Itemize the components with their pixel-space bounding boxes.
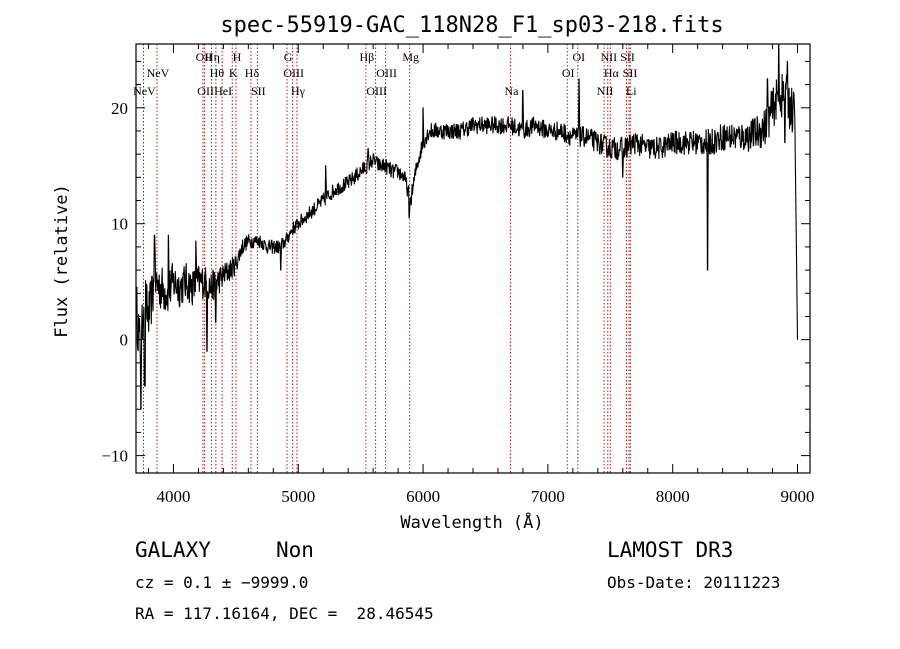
axis-ticks: 4000 5000 6000 7000 8000 9000 −10 0 10 20 (101, 44, 815, 506)
sky-coordinates: RA = 117.16164, DEC = 28.46545 (135, 604, 434, 623)
line-marker-label: OI (573, 50, 586, 64)
x-tick-label: 7000 (531, 487, 565, 506)
line-marker-label: NeV (147, 66, 170, 80)
line-marker-label: SII (251, 84, 266, 98)
x-axis-label: Wavelength (Å) (400, 511, 543, 533)
line-marker-label: OII (197, 84, 214, 98)
plot-area (135, 43, 799, 410)
line-marker-label: OII (196, 50, 213, 64)
observation-date: Obs-Date: 20111223 (607, 573, 781, 592)
line-marker-label: SII (620, 50, 635, 64)
line-marker-label: G (284, 50, 293, 64)
line-marker-label: K (229, 66, 238, 80)
line-marker-label: Hθ (210, 66, 225, 80)
line-marker-label: H (233, 50, 242, 64)
emission-line-labels: NeVNeVOIIOIIHηHθHeIKHHδSIIGOIIIHγHβOIIIO… (133, 50, 637, 98)
y-tick-label: 20 (111, 99, 128, 118)
line-marker-label: NeV (133, 84, 156, 98)
object-subclass: Non (276, 538, 314, 562)
y-tick-label: 0 (120, 331, 129, 350)
flux-series-line (135, 43, 799, 410)
y-tick-label: −10 (101, 447, 128, 466)
line-marker-label: NII (600, 50, 617, 64)
spectrum-chart: spec-55919-GAC_118N28_F1_sp03-218.fits N… (52, 13, 815, 533)
line-marker-label: OI (562, 66, 575, 80)
line-marker-label: SII (623, 66, 638, 80)
line-marker-label: HeI (214, 84, 232, 98)
x-tick-label: 6000 (406, 487, 440, 506)
x-tick-label: 4000 (156, 487, 190, 506)
line-marker-label: Li (626, 84, 637, 98)
survey-name: LAMOST DR3 (607, 538, 734, 562)
line-marker-label: Hβ (360, 50, 375, 64)
line-marker-label: OIII (376, 66, 397, 80)
line-marker-label: OIII (366, 84, 387, 98)
y-tick-label: 10 (111, 215, 128, 234)
x-tick-label: 8000 (656, 487, 690, 506)
line-marker-label: Mg (402, 50, 419, 64)
line-marker-label: Hη (205, 50, 220, 64)
x-tick-label: 9000 (781, 487, 815, 506)
object-class: GALAXY (135, 538, 211, 562)
line-marker-label: Na (504, 84, 519, 98)
redshift-readout: cz = 0.1 ± −9999.0 (135, 573, 309, 592)
chart-title: spec-55919-GAC_118N28_F1_sp03-218.fits (220, 13, 723, 38)
line-marker-label: Hγ (291, 84, 306, 98)
line-marker-label: NII (597, 84, 614, 98)
line-marker-label: Hδ (245, 66, 260, 80)
line-marker-label: OIII (283, 66, 304, 80)
y-axis-label: Flux (relative) (52, 184, 72, 338)
line-marker-label: Hα (604, 66, 620, 80)
x-tick-label: 5000 (281, 487, 315, 506)
emission-line-markers (143, 44, 631, 473)
plot-frame (135, 43, 811, 474)
